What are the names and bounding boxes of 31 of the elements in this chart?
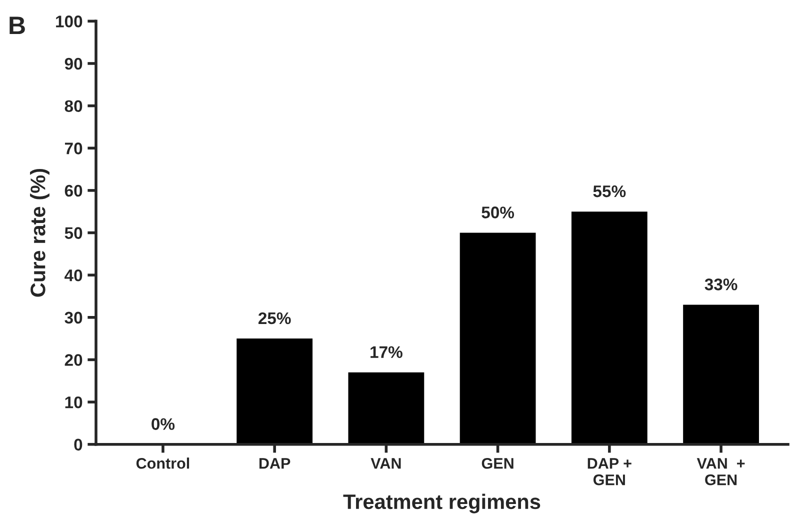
bar [236,338,313,444]
data-label: 0% [152,418,175,430]
bar [571,212,648,444]
text: B [10,16,25,34]
x-tick-label: VAN + GEN [696,458,745,486]
data-label: 33% [704,278,738,290]
x-axis-title: Treatment regimens [343,494,540,514]
y-tick-label: 0 [74,438,82,451]
x-tick-label: Control [136,458,190,469]
data-label: 17% [370,346,402,358]
bar [683,304,759,444]
x-tick-label: GEN [482,458,514,469]
y-tick-label: 90 [64,58,82,70]
y-tick-label: 30 [64,312,82,324]
data-label: 25% [258,312,291,324]
y-tick-label: 20 [64,354,82,366]
bar [460,232,536,444]
x-tick-label: VAN [370,458,401,469]
y-tick-label: 100 [56,16,82,28]
y-tick-label: 40 [64,269,82,282]
y-tick-label: 80 [64,100,82,112]
y-axis-title: Cure rate (%) [30,168,50,297]
y-tick-label: 60 [64,184,82,197]
y-tick-label: 10 [65,396,82,408]
y-tick-label: 50 [64,227,82,239]
x-tick-label: DAP + GEN [588,458,632,486]
data-label: 55% [593,185,626,198]
bar [348,372,424,444]
x-tick-label: DAP [259,458,290,469]
y-tick-label: 70 [64,142,82,154]
data-label: 50% [482,206,514,218]
